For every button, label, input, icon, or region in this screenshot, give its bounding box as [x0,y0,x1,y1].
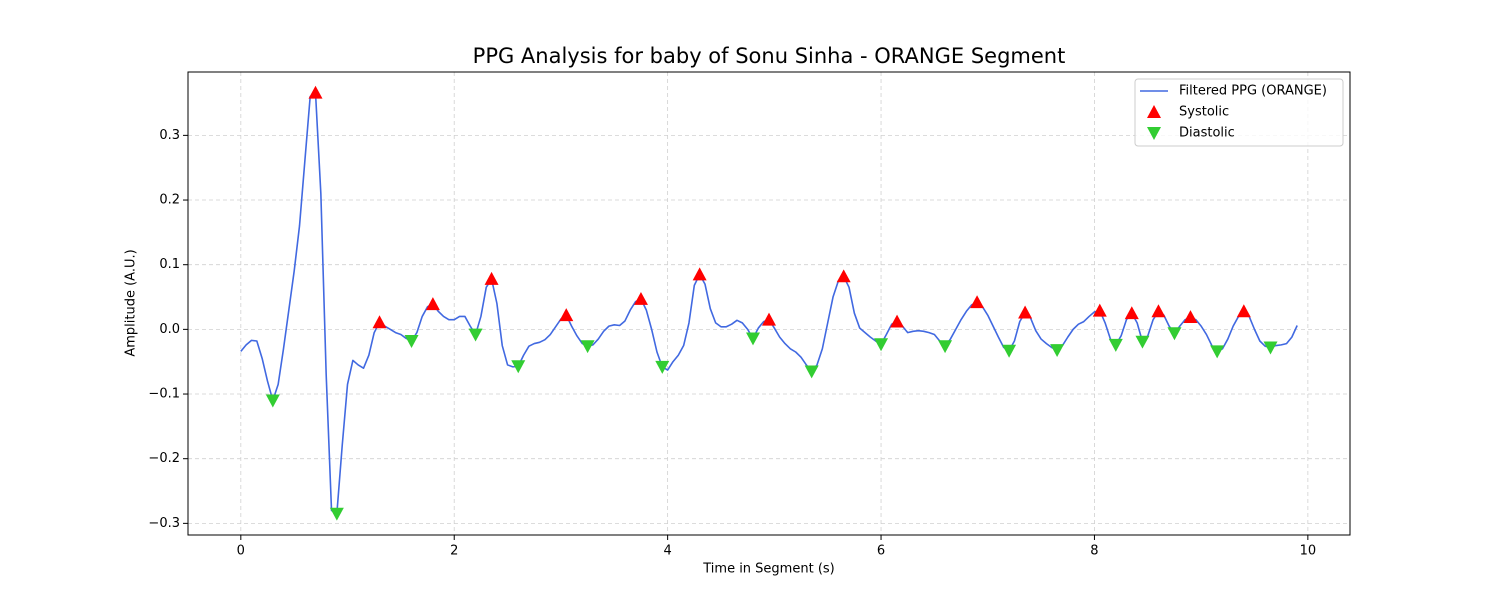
marker [1124,306,1139,320]
marker [1018,305,1033,319]
marker [745,332,760,346]
marker [1135,335,1150,349]
x-tick-label: 0 [237,544,245,559]
marker [1183,310,1198,324]
marker [372,315,387,329]
x-axis-label: Time in Segment (s) [702,562,834,577]
marker [1108,338,1123,352]
marker [308,85,323,99]
y-tick-label: −0.3 [148,516,180,531]
marker [1263,341,1278,355]
x-tick-label: 2 [450,544,458,559]
marker [484,271,499,285]
x-tick-label: 10 [1300,544,1317,559]
y-tick-label: −0.2 [148,451,180,466]
y-tick-label: 0.1 [159,257,180,272]
marker [1050,344,1065,358]
marker [404,335,419,349]
marker [1092,303,1107,317]
x-tick-label: 8 [1090,544,1098,559]
legend: Filtered PPG (ORANGE) Systolic Diastolic [1134,78,1344,147]
marker [804,365,819,379]
legend-marker [1147,127,1161,140]
marker [970,295,985,309]
marker [890,314,905,328]
marker [836,269,851,283]
legend-label: Systolic [1179,105,1229,120]
marker [1151,304,1166,318]
marker [1236,304,1251,318]
y-tick-label: 0.0 [159,322,180,337]
y-tick-label: 0.2 [159,193,180,208]
marker [1002,344,1017,358]
axes-frame [187,71,1351,536]
marker [559,308,574,322]
marker [265,394,280,408]
marker [655,360,670,374]
marker [468,328,483,342]
legend-marker [1147,105,1161,118]
marker [874,338,889,352]
y-axis-label: Amplitude (A.U.) [124,249,139,356]
marker [938,340,953,354]
marker [580,340,595,354]
marker [692,267,707,281]
legend-label: Diastolic [1179,126,1235,141]
y-tick-label: 0.3 [159,128,180,143]
marker [329,507,344,521]
y-tick-label: −0.1 [148,387,180,402]
legend-label: Filtered PPG (ORANGE) [1179,84,1327,99]
chart-title: PPG Analysis for baby of Sonu Sinha - OR… [473,44,1066,68]
marker [762,312,776,326]
marker [1167,327,1182,341]
marker [633,291,648,305]
legend-box [1134,78,1344,147]
marker [1210,345,1225,359]
x-tick-label: 4 [663,544,671,559]
marker [425,297,440,311]
marker [511,360,526,374]
x-tick-label: 6 [877,544,885,559]
